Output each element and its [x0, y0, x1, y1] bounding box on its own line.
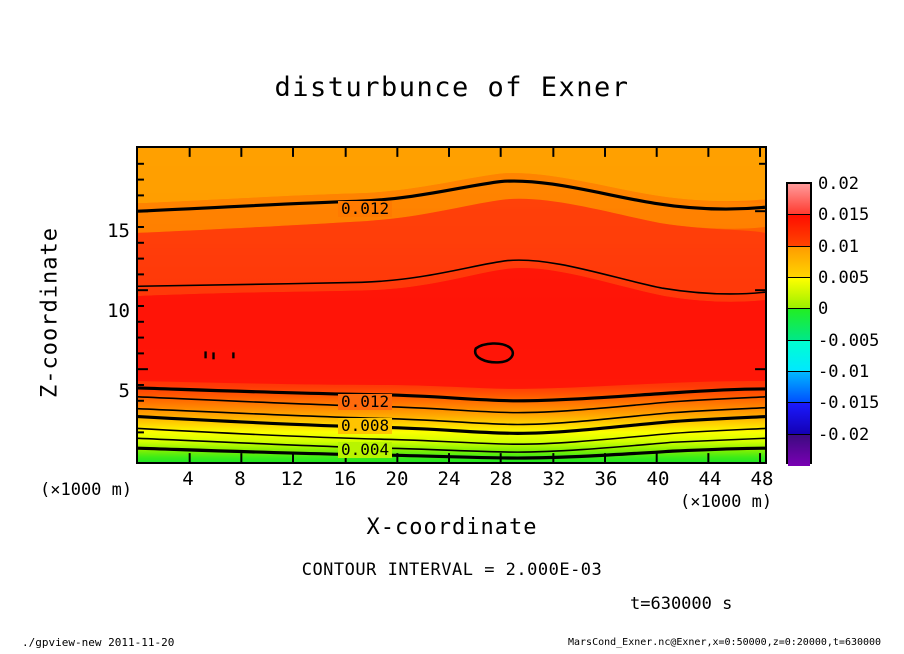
time-stamp-note: t=630000 s [630, 594, 733, 614]
y-tick-label: 15 [107, 220, 130, 242]
y-axis-title: Z-coordinate [37, 227, 63, 398]
colorbar-tick-label: 0.02 [818, 174, 859, 194]
colorbar-segment [788, 372, 810, 404]
colorbar-segment [788, 309, 810, 341]
x-tick-label: 24 [437, 468, 461, 490]
contour-interval-note: CONTOUR INTERVAL = 2.000E-03 [301, 560, 603, 580]
contour-plot-area [136, 146, 767, 464]
y-tick-label: 10 [107, 300, 130, 322]
colorbar-tick-label: 0 [818, 299, 829, 320]
colorbar-segment [788, 340, 810, 372]
contour-label: 0.004 [338, 442, 393, 458]
colorbar-tick-label: -0.02 [818, 424, 870, 445]
x-tick-label: 16 [333, 468, 357, 490]
colorbar-tick-label: -0.01 [818, 362, 870, 382]
x-axis-unit: (×1000 m) [680, 492, 773, 512]
colorbar-segment [788, 246, 810, 278]
colorbar-tick-label: -0.015 [818, 393, 880, 414]
contour-label: 0.012 [338, 201, 393, 217]
x-tick-label: 20 [385, 468, 409, 490]
x-tick-label: 12 [280, 468, 304, 490]
x-tick-label: 40 [646, 468, 670, 490]
x-axis-title: X-coordinate [366, 515, 538, 540]
colorbar-segment [788, 215, 810, 247]
colorbar: 0.02 0.015 0.01 0.005 0 -0.005 -0.01 -0.015 -0.0… [786, 176, 879, 466]
y-axis-unit: (×1000 m) [40, 480, 133, 500]
contour-label: 0.008 [338, 418, 393, 434]
colorbar-tick-label: -0.005 [818, 330, 880, 351]
colorbar-tick-label: 0.005 [818, 268, 870, 288]
y-tick-label: 5 [118, 380, 130, 402]
colorbar-segment [788, 434, 810, 466]
x-tick-label: 4 [182, 468, 194, 490]
x-tick-label: 44 [698, 468, 722, 490]
contour-field [138, 148, 765, 462]
x-tick-label: 8 [234, 468, 246, 490]
colorbar-segment [788, 403, 810, 435]
x-tick-label: 36 [594, 468, 618, 490]
footer-command: ./gpview-new 2011-11-20 [22, 636, 175, 649]
colorbar-gradient [786, 182, 812, 466]
colorbar-tick-label: 0.01 [818, 236, 859, 257]
footer-source: MarsCond_Exner.nc@Exner,x=0:50000,z=0:20… [568, 637, 882, 648]
colorbar-segment [788, 278, 810, 310]
colorbar-segment [788, 184, 810, 216]
x-tick-label: 32 [542, 468, 566, 490]
page-title: disturbunce of Exner [274, 72, 630, 103]
contour-label: 0.012 [338, 394, 393, 410]
x-tick-label: 28 [489, 468, 513, 490]
x-tick-label: 48 [750, 468, 774, 490]
colorbar-tick-label: 0.015 [818, 205, 870, 226]
